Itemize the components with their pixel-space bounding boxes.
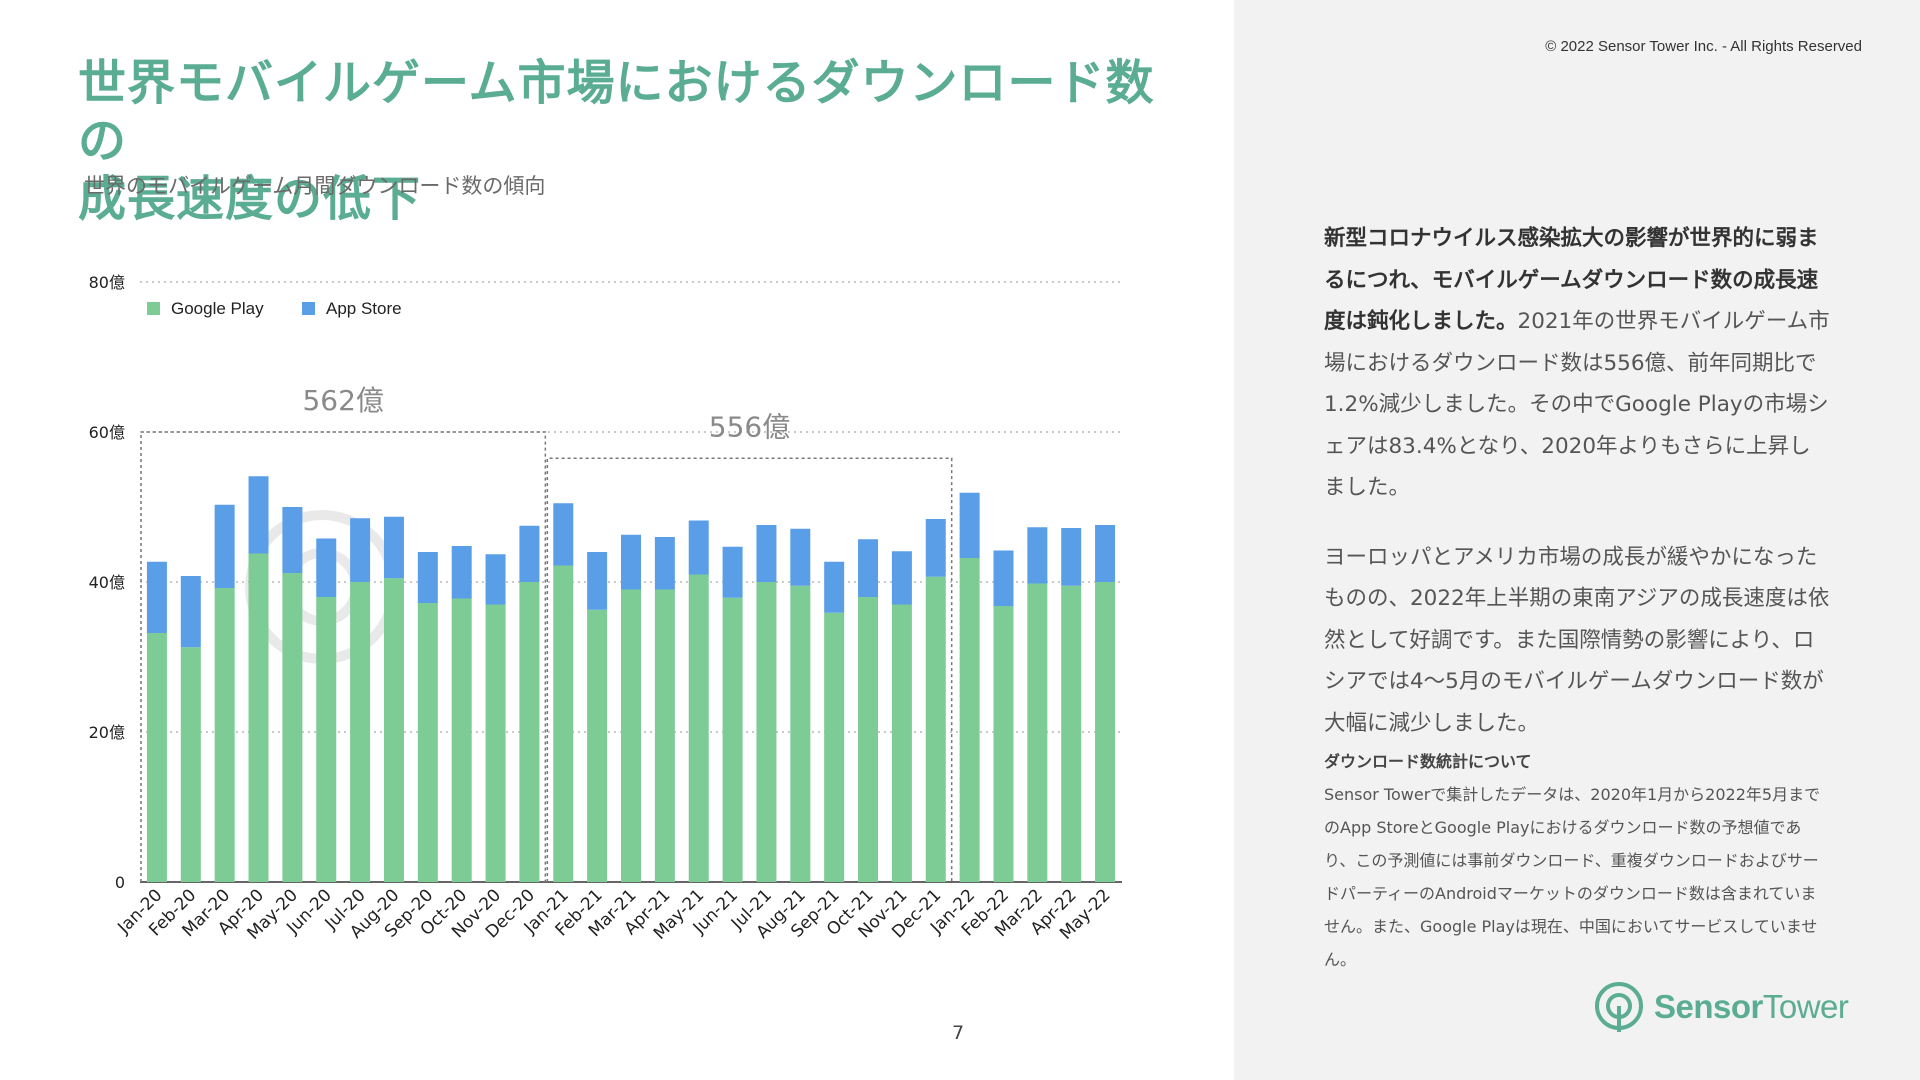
y-axis-ticks: 0 20億 40億 60億 80億	[89, 273, 125, 892]
right-panel	[1234, 0, 1920, 1080]
y-tick-label: 80億	[89, 273, 125, 292]
total-bracket	[546, 457, 953, 882]
y-tick-label: 40億	[89, 573, 125, 592]
bar-google-play	[891, 604, 912, 882]
bar-app-store	[654, 537, 675, 590]
bar-google-play	[1027, 583, 1048, 882]
logo-text-sensor: Sensor	[1654, 988, 1763, 1025]
bar-google-play	[1095, 582, 1116, 882]
sensor-tower-logo: SensorTower	[1592, 980, 1849, 1036]
bar-google-play	[417, 603, 438, 882]
paragraph-1: 新型コロナウイルス感染拡大の影響が世界的に弱まるにつれ、モバイルゲームダウンロー…	[1324, 218, 1830, 509]
title-line-2: 成長速度の低下	[78, 171, 422, 227]
bar-google-play	[824, 612, 845, 882]
legend-label: App Store	[326, 299, 402, 318]
bar-app-store	[180, 576, 201, 648]
bar-series	[146, 476, 1116, 882]
bar-google-play	[383, 578, 404, 882]
note-text: Sensor Towerで集計したデータは、2020年1月から2022年5月まで…	[1324, 785, 1821, 969]
bar-app-store	[790, 528, 811, 586]
annual-total-brackets: 562億 556億	[140, 384, 953, 882]
bar-app-store	[350, 518, 371, 582]
note-title: ダウンロード数統計について	[1324, 752, 1532, 771]
logo-text-tower: Tower	[1762, 988, 1849, 1025]
bar-app-store	[214, 504, 235, 588]
bar-app-store	[1095, 525, 1116, 582]
logo-text: SensorTower	[1654, 988, 1849, 1026]
page-number: 7	[952, 1022, 965, 1044]
bar-google-play	[722, 597, 743, 882]
bar-app-store	[146, 561, 167, 633]
bar-app-store	[993, 550, 1014, 606]
bar-app-store	[891, 551, 912, 605]
bar-app-store	[959, 492, 980, 558]
bar-app-store	[824, 561, 845, 613]
bar-app-store	[248, 476, 269, 554]
bar-app-store	[1061, 528, 1082, 586]
bar-google-play	[146, 633, 167, 882]
bar-google-play	[858, 597, 879, 882]
total-label: 556億	[709, 410, 790, 443]
chart-legend: Google Play App Store	[147, 299, 402, 318]
total-bracket	[140, 431, 547, 882]
bar-google-play	[688, 574, 709, 882]
bar-google-play	[925, 576, 946, 882]
legend-swatch	[302, 302, 315, 315]
bar-google-play	[654, 589, 675, 882]
legend-label: Google Play	[171, 299, 264, 318]
bar-google-play	[214, 588, 235, 882]
bar-google-play	[316, 597, 337, 882]
bar-app-store	[417, 552, 438, 603]
bar-google-play	[485, 604, 506, 882]
page-title: 世界モバイルゲーム市場におけるダウンロード数の 成長速度の低下	[78, 54, 1198, 228]
bar-app-store	[383, 516, 404, 579]
bar-google-play	[756, 582, 777, 882]
bar-google-play	[282, 573, 303, 882]
bar-google-play	[451, 598, 472, 882]
bar-app-store	[553, 503, 574, 566]
bar-app-store	[282, 507, 303, 573]
bar-app-store	[722, 546, 743, 598]
bar-app-store	[316, 538, 337, 597]
bar-app-store	[621, 534, 641, 590]
sensor-tower-icon	[1595, 982, 1643, 1032]
bar-google-play	[519, 582, 540, 882]
bar-google-play	[587, 609, 608, 882]
bar-google-play	[350, 582, 371, 882]
bar-google-play	[621, 589, 641, 882]
paragraph-2: ヨーロッパとアメリカ市場の成長が緩やかになったものの、2022年上半期の東南アジ…	[1324, 544, 1830, 736]
total-label: 562億	[302, 384, 383, 417]
body-text: 新型コロナウイルス感染拡大の影響が世界的に弱まるにつれ、モバイルゲームダウンロー…	[1324, 218, 1830, 772]
copyright-text: © 2022 Sensor Tower Inc. - All Rights Re…	[1545, 38, 1862, 55]
bar-app-store	[688, 520, 709, 575]
bar-app-store	[858, 539, 879, 597]
downloads-bar-chart: 0 20億 40億 60億 80億 562億 556億 Jan-20Feb-20Mar-2…	[89, 273, 1122, 944]
bar-google-play	[790, 585, 811, 882]
bar-google-play	[180, 647, 201, 882]
bar-app-store	[925, 519, 946, 577]
bar-app-store	[587, 552, 608, 610]
bar-app-store	[451, 546, 472, 599]
chart-subtitle: 世界のモバイルゲーム月間ダウンロード数の傾向	[84, 174, 546, 198]
bar-google-play	[1061, 585, 1082, 882]
x-axis-ticks: Jan-20Feb-20Mar-20Apr-20May-20Jun-20Jul-…	[113, 885, 1114, 943]
paragraph-1-rest: 2021年の世界モバイルゲーム市場におけるダウンロード数は556億、前年同期比で…	[1324, 309, 1830, 500]
bar-app-store	[756, 525, 777, 582]
bar-app-store	[1027, 527, 1048, 584]
paragraph-1-bold: 新型コロナウイルス感染拡大の影響が世界的に弱まるにつれ、モバイルゲームダウンロー…	[1324, 226, 1819, 334]
bar-app-store	[485, 554, 506, 605]
bar-google-play	[553, 565, 574, 882]
bar-google-play	[959, 558, 980, 882]
y-tick-label: 20億	[89, 723, 125, 742]
bar-google-play	[993, 606, 1014, 882]
legend-swatch	[147, 302, 160, 315]
bar-app-store	[519, 525, 540, 582]
y-tick-label: 60億	[89, 423, 125, 442]
bar-google-play	[248, 553, 269, 882]
y-tick-label: 0	[115, 873, 125, 892]
title-line-1: 世界モバイルゲーム市場におけるダウンロード数の	[78, 55, 1155, 169]
